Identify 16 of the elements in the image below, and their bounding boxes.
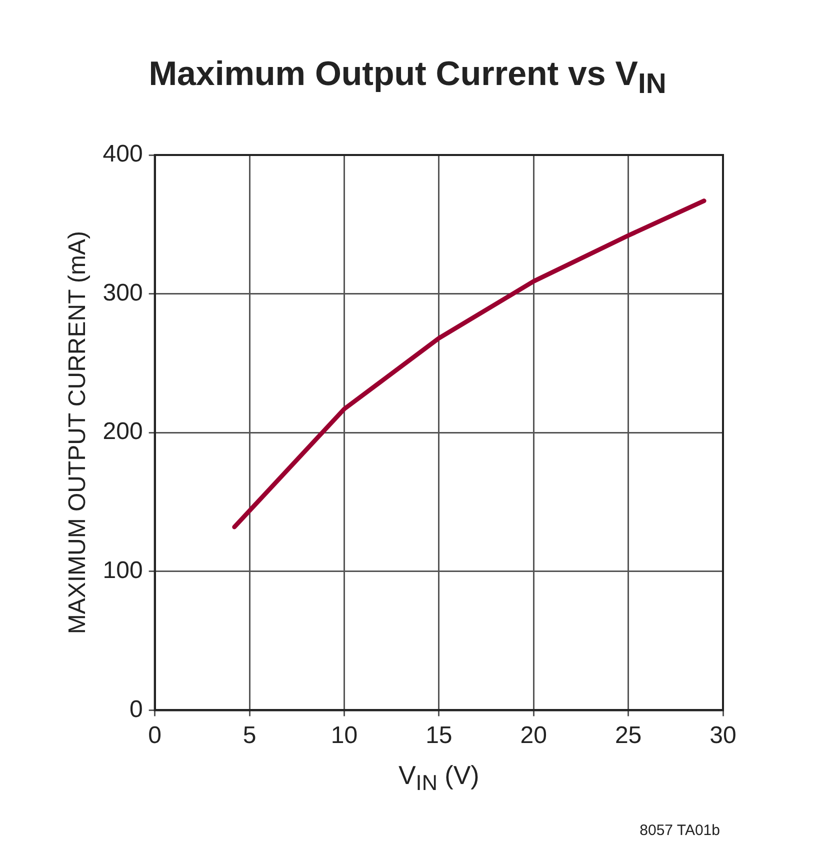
x-axis-title: V$_{IN}$ (V) [398, 760, 480, 796]
x-tick-label: 20 [520, 722, 547, 750]
x-tick-label: 10 [330, 722, 358, 750]
x-tick-label: 15 [426, 722, 452, 750]
chart-title: Maximum Output Current vs V$_{IN}$ [148, 55, 668, 101]
y-tick-label: 0 [129, 696, 143, 723]
x-tick-label: 0 [148, 722, 162, 750]
y-axis-title: MAXIMUM OUTPUT CURRENT (mA) [64, 231, 92, 634]
y-tick-label: 100 [102, 557, 143, 584]
x-tick-label: 5 [242, 722, 256, 750]
y-tick-label: 400 [102, 140, 143, 168]
x-tick-label: 30 [710, 722, 736, 750]
y-tick-label: 200 [102, 418, 143, 446]
y-tick-label: 300 [102, 279, 143, 306]
x-tick-label: 25 [614, 722, 642, 750]
text: 8057 TA01b [640, 822, 720, 839]
